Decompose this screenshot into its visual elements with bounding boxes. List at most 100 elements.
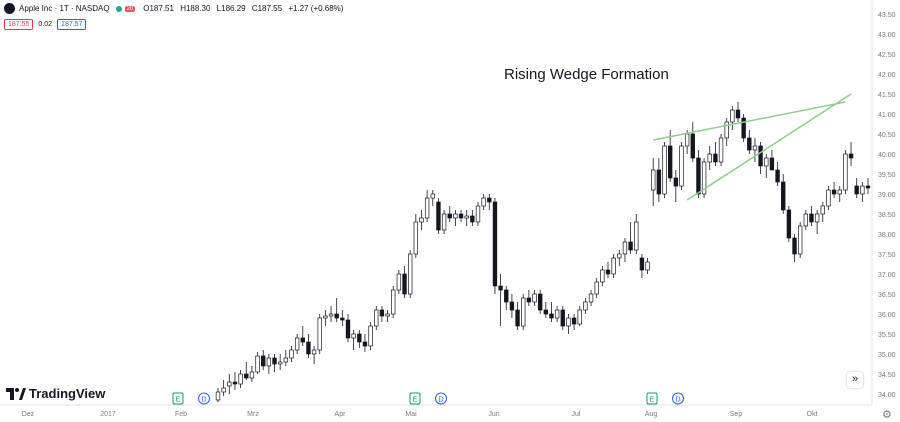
candle-body xyxy=(741,117,746,139)
candle-body xyxy=(537,293,543,311)
ask-button[interactable]: 187.57 xyxy=(57,19,87,30)
candle xyxy=(667,130,673,182)
candle-body xyxy=(826,189,831,207)
candle-body xyxy=(843,153,848,191)
candle xyxy=(328,306,334,322)
candle xyxy=(515,302,520,330)
candle xyxy=(860,182,865,202)
candle xyxy=(537,290,543,314)
candle-body xyxy=(797,225,803,255)
candle xyxy=(509,294,515,318)
candle-body xyxy=(707,153,712,163)
y-tick-label: 40.00 xyxy=(878,152,896,159)
candle xyxy=(283,350,289,366)
candle xyxy=(605,262,611,278)
earnings-event-marker[interactable]: E xyxy=(409,392,421,405)
candle xyxy=(458,210,464,222)
candle-body xyxy=(605,269,611,275)
candle-body xyxy=(475,205,481,223)
candle xyxy=(718,134,724,166)
x-tick-label: Aug xyxy=(645,411,658,418)
candle xyxy=(583,298,588,314)
candle-body xyxy=(713,153,718,163)
x-tick-label: Sep xyxy=(730,411,743,418)
candle xyxy=(453,210,458,226)
event-marker-label: E xyxy=(176,397,181,404)
candle xyxy=(837,186,842,202)
candle-body xyxy=(447,213,452,219)
candle xyxy=(227,374,232,394)
candle-body xyxy=(792,237,797,255)
candle xyxy=(814,210,820,234)
candle xyxy=(526,290,532,306)
candle-body xyxy=(311,349,317,355)
apple-logo-icon xyxy=(4,3,15,14)
candle xyxy=(701,158,707,198)
candle-body xyxy=(549,313,554,319)
candle-body xyxy=(735,109,741,119)
candle xyxy=(594,278,599,298)
x-tick-label: Jun xyxy=(488,411,499,418)
candle xyxy=(470,210,475,226)
candle-body xyxy=(334,313,339,319)
candle-body xyxy=(436,201,441,231)
candle xyxy=(441,210,447,234)
candle xyxy=(752,138,758,162)
dividend-event-marker[interactable]: D xyxy=(672,392,684,405)
dividend-event-marker[interactable]: D xyxy=(198,392,210,405)
x-tick-label: Dez xyxy=(22,411,35,418)
candle xyxy=(351,330,356,350)
candle xyxy=(560,306,565,330)
candle-body xyxy=(588,293,594,303)
double-chevron-right-icon: » xyxy=(851,373,859,385)
candle-body xyxy=(696,157,701,195)
y-tick-label: 42.00 xyxy=(878,72,896,79)
candle-body xyxy=(662,145,667,195)
candle xyxy=(588,290,594,306)
candle-body xyxy=(865,185,871,189)
event-marker-label: D xyxy=(201,397,206,404)
candle xyxy=(379,306,385,322)
x-tick-label: Mai xyxy=(405,411,417,418)
candle xyxy=(532,290,537,306)
y-tick-label: 43.00 xyxy=(878,32,896,39)
symbol-title[interactable]: Apple Inc · 1T · NASDAQ xyxy=(19,4,110,13)
tradingview-logo[interactable]: TradingView xyxy=(6,386,105,401)
bid-button[interactable]: 187.55 xyxy=(4,19,34,30)
candle-body xyxy=(306,341,311,355)
candle-body xyxy=(617,253,622,259)
candle xyxy=(679,142,684,190)
y-tick-label: 37.50 xyxy=(878,252,896,259)
candle-body xyxy=(594,281,599,295)
dividend-event-marker[interactable]: D xyxy=(435,392,447,405)
candle-body xyxy=(560,309,565,327)
candle xyxy=(848,142,854,166)
candle-body xyxy=(724,121,729,139)
earnings-event-marker[interactable]: E xyxy=(172,392,184,405)
candle-body xyxy=(509,301,515,311)
earnings-event-marker[interactable]: E xyxy=(646,392,658,405)
candle-body xyxy=(577,309,582,325)
candle xyxy=(487,194,492,210)
candle-body xyxy=(543,309,549,315)
candle xyxy=(464,210,469,226)
candle xyxy=(741,114,746,142)
candle-body xyxy=(831,189,837,195)
event-marker-shape xyxy=(172,392,184,405)
candle-body xyxy=(803,213,809,227)
candle-body xyxy=(481,197,486,207)
candle-body xyxy=(362,341,368,347)
scroll-to-latest-button[interactable]: » xyxy=(847,372,863,388)
candle-body xyxy=(854,185,859,195)
candle-body xyxy=(402,273,407,295)
y-tick-label: 42.50 xyxy=(878,52,896,59)
candle xyxy=(645,258,650,274)
candle-body xyxy=(283,357,289,363)
candle xyxy=(407,250,413,298)
candle xyxy=(345,314,351,342)
y-tick-label: 34.00 xyxy=(878,392,896,399)
gear-icon[interactable]: ⚙ xyxy=(882,409,892,421)
y-tick-label: 34.50 xyxy=(878,372,896,379)
candle-body xyxy=(673,177,679,187)
